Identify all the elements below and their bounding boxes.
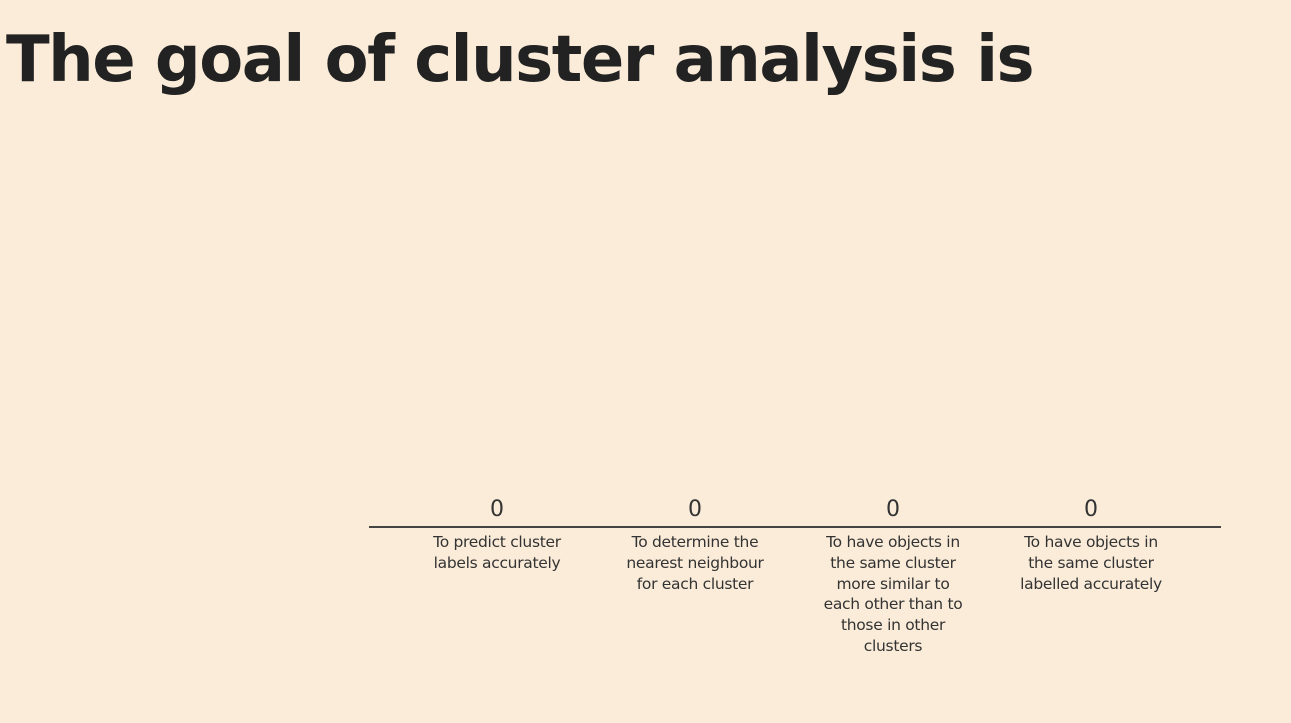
option-label-4: To have objects in the same cluster labe… (1020, 533, 1162, 593)
question-title: The goal of cluster analysis is (6, 23, 1035, 97)
count-label-group: 0 0 0 0 (490, 497, 1098, 522)
option-label-1: To predict cluster labels accurately (433, 533, 561, 572)
bar-count-1: 0 (490, 497, 504, 522)
bar-count-2: 0 (688, 497, 702, 522)
bar-count-3: 0 (886, 497, 900, 522)
bar-count-4: 0 (1084, 497, 1098, 522)
option-label-3: To have objects in the same cluster more… (823, 533, 963, 655)
option-label-2: To determine the nearest neighbour for e… (626, 533, 764, 593)
